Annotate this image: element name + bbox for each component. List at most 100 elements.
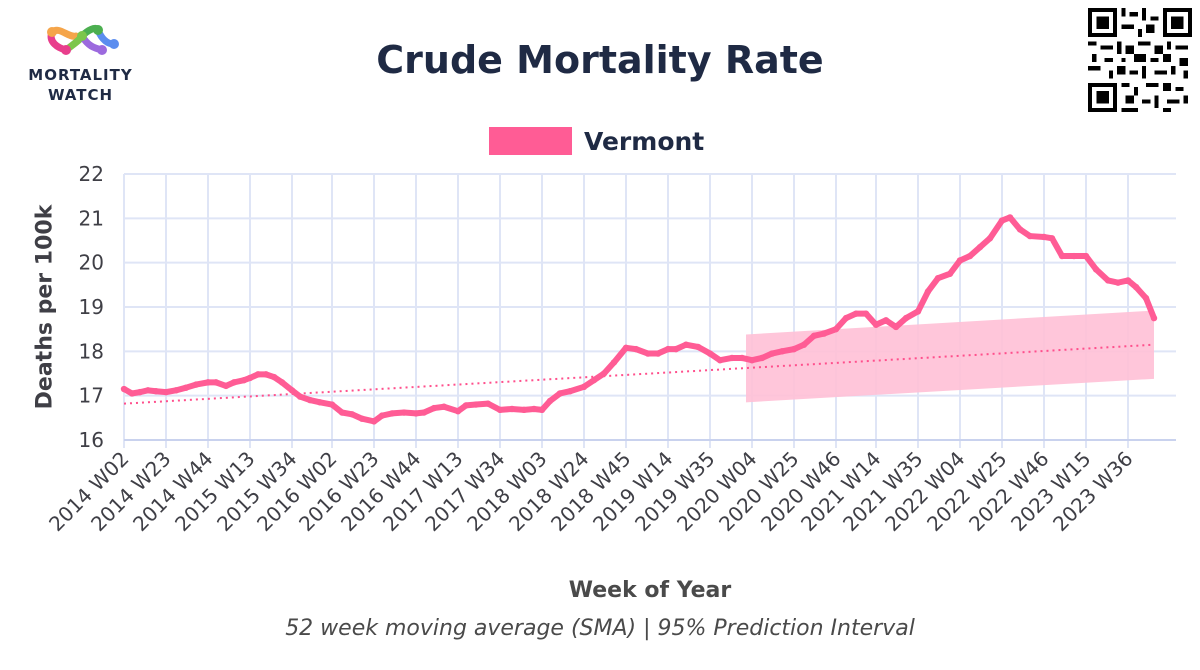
data-point-vermont	[852, 310, 860, 317]
data-point-vermont	[182, 384, 190, 391]
data-point-vermont	[1026, 232, 1034, 240]
data-point-vermont	[694, 343, 702, 351]
data-point-vermont	[328, 401, 336, 408]
data-point-vermont	[644, 350, 652, 357]
data-point-vermont	[400, 409, 408, 416]
data-point-vermont	[664, 345, 672, 353]
data-point-vermont	[706, 350, 714, 357]
data-point-vermont	[1150, 314, 1158, 322]
data-point-vermont	[820, 330, 828, 337]
data-point-vermont	[768, 350, 776, 357]
y-tick-label: 22	[79, 162, 104, 186]
chart-title: Crude Mortality Rate	[376, 38, 824, 82]
data-point-vermont	[222, 382, 230, 390]
series-line-vermont	[121, 214, 1157, 425]
data-point-vermont	[632, 345, 640, 353]
y-tick-label: 21	[79, 206, 104, 230]
data-point-vermont	[672, 345, 680, 353]
data-point-vermont	[230, 379, 238, 386]
data-point-vermont	[1132, 283, 1140, 291]
y-tick-label: 17	[79, 384, 104, 408]
data-point-vermont	[508, 405, 516, 413]
data-point-vermont	[358, 415, 366, 422]
data-point-vermont	[600, 370, 608, 377]
legend-swatch-vermont	[489, 127, 572, 155]
data-point-vermont	[212, 379, 220, 386]
data-point-vermont	[120, 385, 128, 393]
data-point-vermont	[590, 376, 598, 384]
data-point-vermont	[872, 321, 880, 328]
data-point-vermont	[986, 235, 994, 242]
data-point-vermont	[454, 407, 462, 415]
data-point-vermont	[1142, 294, 1150, 302]
logo-icon	[47, 24, 119, 55]
data-point-vermont	[810, 332, 818, 340]
data-point-vermont	[288, 387, 296, 394]
data-point-vermont	[378, 412, 386, 419]
data-point-vermont	[716, 357, 724, 364]
grid-layer	[123, 173, 1176, 448]
data-point-vermont	[748, 357, 756, 364]
series-layer	[120, 214, 1158, 425]
y-tick-labels: 16 17 18 19 20 21 22	[79, 162, 104, 452]
data-point-vermont	[682, 341, 690, 348]
data-point-vermont	[530, 405, 538, 413]
data-point-vermont	[998, 217, 1006, 224]
data-point-vermont	[758, 354, 766, 362]
data-point-vermont	[420, 409, 428, 416]
trend-layer	[123, 343, 1155, 405]
data-point-vermont	[254, 371, 262, 378]
data-point-vermont	[306, 396, 314, 404]
data-point-vermont	[728, 354, 736, 362]
data-point-vermont	[472, 401, 480, 408]
data-point-vermont	[654, 350, 662, 357]
data-point-vermont	[832, 325, 840, 333]
data-point-vermont	[610, 359, 618, 366]
y-tick-label: 18	[79, 339, 104, 363]
data-point-vermont	[622, 344, 630, 351]
data-point-vermont	[800, 341, 808, 348]
data-point-vermont	[862, 310, 870, 317]
data-point-vermont	[316, 399, 324, 406]
logo-text-line1: MORTALITY	[28, 66, 133, 84]
data-point-vermont	[144, 387, 152, 394]
data-point-vermont	[778, 348, 786, 355]
data-point-vermont	[462, 402, 470, 409]
data-point-vermont	[1082, 252, 1090, 260]
data-point-vermont	[440, 403, 448, 410]
data-point-vermont	[152, 388, 160, 395]
data-point-vermont	[128, 390, 136, 397]
legend-label-vermont: Vermont	[584, 126, 705, 156]
data-point-vermont	[240, 376, 248, 384]
data-point-vermont	[388, 410, 396, 417]
data-point-vermont	[270, 373, 278, 381]
legend: Vermont	[489, 124, 704, 158]
data-point-vermont	[192, 381, 200, 388]
data-point-vermont	[1104, 277, 1112, 284]
data-point-vermont	[882, 317, 890, 324]
data-point-vermont	[204, 379, 212, 386]
y-tick-label: 20	[79, 251, 104, 275]
chart-subtitle: 52 week moving average (SMA) | 95% Predi…	[285, 616, 915, 641]
data-point-vermont	[934, 274, 942, 282]
data-point-vermont	[1092, 266, 1100, 273]
data-point-vermont	[538, 406, 546, 414]
data-point-vermont	[412, 410, 420, 417]
data-point-vermont	[520, 406, 528, 414]
data-point-vermont	[172, 387, 180, 394]
data-point-vermont	[348, 411, 356, 418]
data-point-vermont	[738, 354, 746, 362]
data-point-vermont	[1058, 252, 1066, 260]
data-point-vermont	[946, 270, 954, 277]
data-point-vermont	[162, 388, 170, 396]
trend-line	[123, 343, 1155, 405]
data-point-vermont	[566, 388, 574, 395]
data-point-vermont	[262, 371, 270, 378]
prediction-interval-band	[746, 310, 1154, 403]
data-point-vermont	[496, 406, 504, 414]
logo-text-line2: WATCH	[47, 86, 114, 104]
data-point-vermont	[1114, 279, 1122, 286]
data-point-vermont	[1006, 214, 1014, 221]
